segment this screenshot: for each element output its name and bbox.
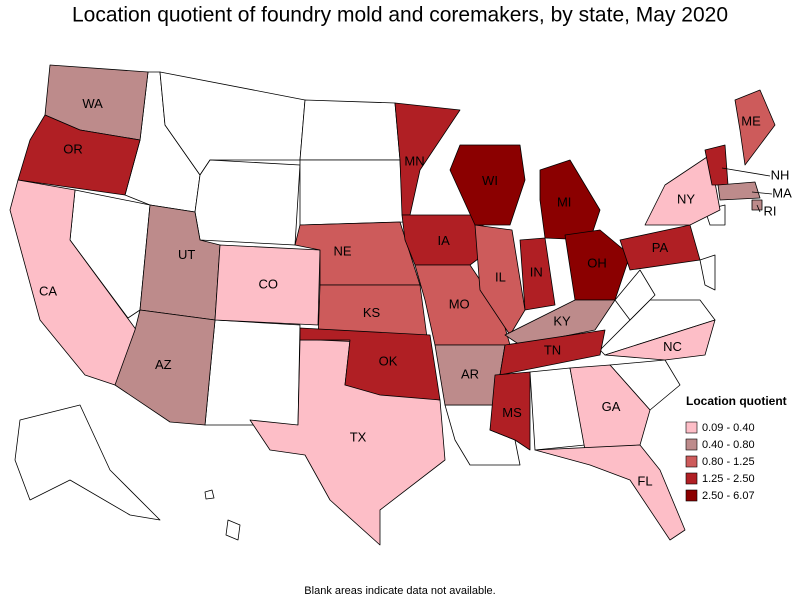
state-label: OH: [587, 255, 607, 270]
state-label: PA: [652, 240, 669, 255]
state-label: MS: [502, 405, 522, 420]
state: [17, 114, 141, 196]
state-label: MA: [772, 185, 792, 200]
state-label: WA: [82, 96, 103, 111]
legend-swatch: [685, 489, 698, 502]
state-label: NE: [333, 243, 351, 258]
state: [214, 244, 321, 326]
state-label: UT: [178, 247, 195, 262]
leader-line: [751, 191, 773, 195]
map-title: Location quotient of foundry mold and co…: [72, 4, 728, 27]
state: [299, 99, 401, 161]
leader-line: [721, 167, 771, 177]
legend-label: 0.80 - 1.25: [702, 456, 755, 468]
state-label: TN: [544, 343, 561, 358]
state-label: WI: [482, 173, 498, 188]
legend: Location quotient 0.09 - 0.40 0.40 - 0.80…: [685, 394, 787, 502]
state: [204, 319, 301, 426]
state: [489, 371, 531, 451]
state-label: MN: [404, 154, 424, 169]
state-label: NY: [677, 191, 695, 206]
state: [449, 144, 526, 226]
state-label: MI: [557, 194, 571, 209]
state: [699, 254, 716, 291]
legend-swatch: [685, 472, 698, 485]
legend-label: 1.25 - 2.50: [702, 473, 755, 485]
state-label: OK: [379, 353, 398, 368]
state: [499, 329, 606, 376]
state: [569, 364, 651, 451]
state-label: GA: [602, 399, 621, 414]
blank-states: [14, 71, 726, 541]
footnote: Blank areas indicate data not available.: [304, 585, 495, 597]
state-label: ME: [741, 113, 761, 128]
state: [519, 237, 556, 311]
state: [225, 519, 241, 541]
state: [204, 489, 215, 500]
state-label: AR: [461, 366, 479, 381]
state-label: TX: [350, 429, 367, 444]
state: [604, 319, 716, 361]
state: [14, 404, 161, 521]
states: WA OR CA UT AZ CO TX NE KS OK MN IA MO AR WI IL IN MI OH KY…: [9, 64, 792, 546]
state-label: KY: [553, 313, 571, 328]
leader-line: [756, 204, 761, 213]
legend-swatch: [685, 438, 698, 451]
state-label: NH: [771, 167, 790, 182]
state: [474, 224, 526, 336]
state-label: KS: [363, 305, 381, 320]
state-label: FL: [637, 473, 652, 488]
legend-label: 2.50 - 6.07: [702, 490, 755, 502]
state-label: IL: [495, 269, 506, 284]
legend-label: 0.40 - 0.80: [702, 439, 755, 451]
state: [717, 181, 761, 201]
legend-swatch: [685, 421, 698, 434]
state-label: NC: [663, 339, 682, 354]
state: [564, 229, 631, 301]
state-label: OR: [63, 141, 83, 156]
state-label: CO: [259, 276, 279, 291]
state: [299, 159, 404, 226]
state: [734, 89, 776, 166]
state: [614, 269, 656, 321]
state: [534, 444, 686, 541]
state-label: RI: [764, 203, 777, 218]
legend-label: 0.09 - 0.40: [702, 422, 755, 434]
state: [194, 159, 301, 246]
state-label: IN: [530, 265, 543, 280]
state-label: MO: [449, 296, 470, 311]
state-label: CA: [39, 283, 57, 298]
legend-title: Location quotient: [686, 394, 787, 408]
legend-swatch: [685, 455, 698, 468]
state: [299, 327, 441, 401]
state-label: AZ: [155, 357, 172, 372]
state-label: IA: [438, 233, 451, 248]
state: [619, 224, 701, 271]
